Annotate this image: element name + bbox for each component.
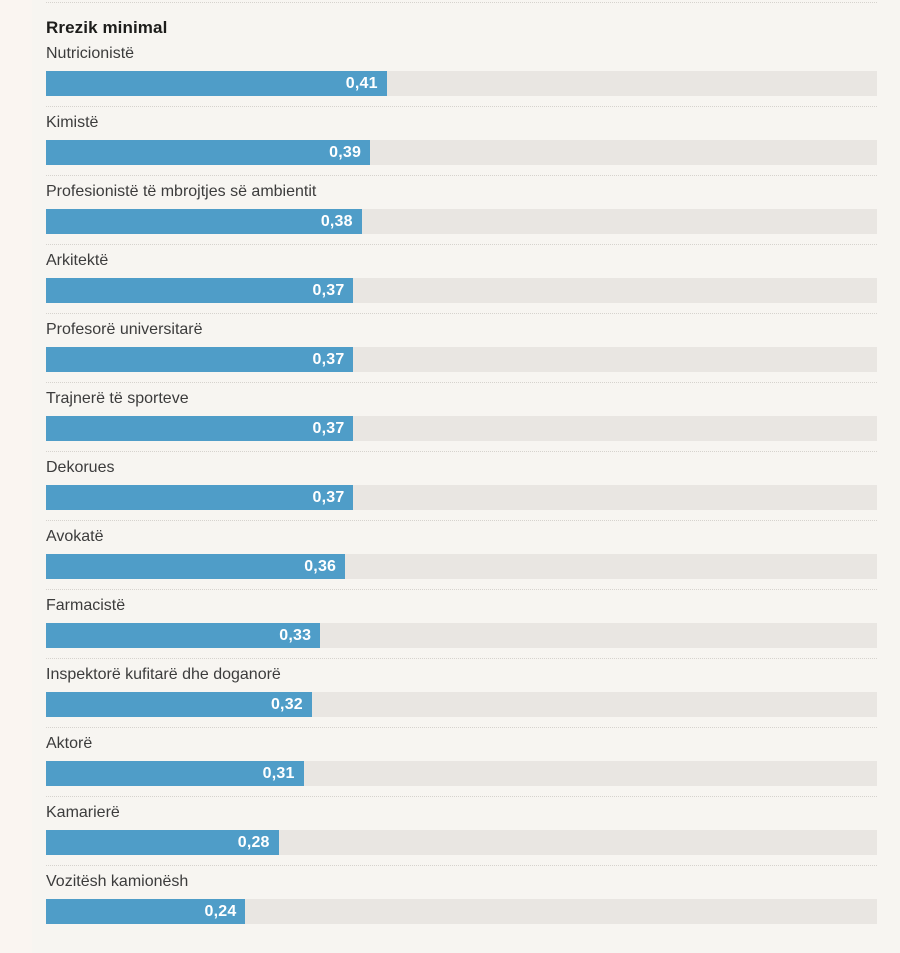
category-label: Kimistë <box>46 114 99 131</box>
value-label: 0,41 <box>345 74 378 92</box>
value-bar: 0,28 <box>46 830 279 855</box>
value-bar: 0,24 <box>46 899 246 924</box>
value-bar: 0,31 <box>46 761 304 786</box>
value-bar: 0,36 <box>46 554 346 579</box>
top-separator <box>46 2 877 3</box>
value-label: 0,37 <box>312 350 345 368</box>
category-label: Avokatë <box>46 528 104 545</box>
bar-row: Farmacistë 0,33 <box>46 590 877 659</box>
value-label: 0,24 <box>204 902 237 920</box>
bar-track: 0,37 <box>46 347 877 372</box>
bar-track: 0,37 <box>46 278 877 303</box>
value-label: 0,36 <box>304 557 337 575</box>
bar-track: 0,38 <box>46 209 877 234</box>
category-label: Inspektorë kufitarë dhe doganorë <box>46 666 281 683</box>
bar-track: 0,41 <box>46 71 877 96</box>
category-label: Farmacistë <box>46 597 126 614</box>
left-margin-strip <box>0 0 32 953</box>
category-label: Nutricionistë <box>46 45 135 62</box>
bar-row: Kamarierë 0,28 <box>46 797 877 866</box>
bar-track: 0,39 <box>46 140 877 165</box>
value-label: 0,37 <box>312 419 345 437</box>
value-label: 0,33 <box>279 626 312 644</box>
bar-track: 0,36 <box>46 554 877 579</box>
category-label: Kamarierë <box>46 804 120 821</box>
value-label: 0,32 <box>270 695 303 713</box>
bar-row: Kimistë 0,39 <box>46 107 877 176</box>
bar-row: Vozitësh kamionësh 0,24 <box>46 866 877 934</box>
value-bar: 0,33 <box>46 623 321 648</box>
bar-row: Arkitektë 0,37 <box>46 245 877 314</box>
value-bar: 0,41 <box>46 71 387 96</box>
bar-track: 0,37 <box>46 416 877 441</box>
value-label: 0,37 <box>312 281 345 299</box>
bar-row: Avokatë 0,36 <box>46 521 877 590</box>
category-label: Aktorë <box>46 735 93 752</box>
bar-track: 0,33 <box>46 623 877 648</box>
bar-track: 0,37 <box>46 485 877 510</box>
bar-row: Trajnerë të sporteve 0,37 <box>46 383 877 452</box>
value-bar: 0,37 <box>46 347 354 372</box>
bar-chart: Nutricionistë 0,41 Kimistë 0,39 Profesio… <box>46 38 877 934</box>
value-bar: 0,37 <box>46 416 354 441</box>
bar-row: Profesorë universitarë 0,37 <box>46 314 877 383</box>
bar-track: 0,28 <box>46 830 877 855</box>
bar-row: Dekorues 0,37 <box>46 452 877 521</box>
value-label: 0,31 <box>262 764 295 782</box>
bar-track: 0,24 <box>46 899 877 924</box>
value-bar: 0,37 <box>46 485 354 510</box>
category-label: Dekorues <box>46 459 115 476</box>
category-label: Trajnerë të sporteve <box>46 390 189 407</box>
bar-row: Inspektorë kufitarë dhe doganorë 0,32 <box>46 659 877 728</box>
bar-row: Profesionistë të mbrojtjes së ambientit … <box>46 176 877 245</box>
value-label: 0,28 <box>237 833 270 851</box>
bar-row: Nutricionistë 0,41 <box>46 38 877 107</box>
category-label: Arkitektë <box>46 252 109 269</box>
bar-row: Aktorë 0,31 <box>46 728 877 797</box>
category-label: Profesionistë të mbrojtjes së ambientit <box>46 183 317 200</box>
chart-title: Rrezik minimal <box>46 18 168 37</box>
value-label: 0,37 <box>312 488 345 506</box>
value-label: 0,39 <box>329 143 362 161</box>
category-label: Vozitësh kamionësh <box>46 873 189 890</box>
value-bar: 0,39 <box>46 140 371 165</box>
value-label: 0,38 <box>320 212 353 230</box>
bar-track: 0,32 <box>46 692 877 717</box>
category-label: Profesorë universitarë <box>46 321 203 338</box>
value-bar: 0,32 <box>46 692 312 717</box>
chart-content: Rrezik minimal Nutricionistë 0,41 Kimist… <box>46 0 877 934</box>
bar-track: 0,31 <box>46 761 877 786</box>
value-bar: 0,37 <box>46 278 354 303</box>
value-bar: 0,38 <box>46 209 362 234</box>
